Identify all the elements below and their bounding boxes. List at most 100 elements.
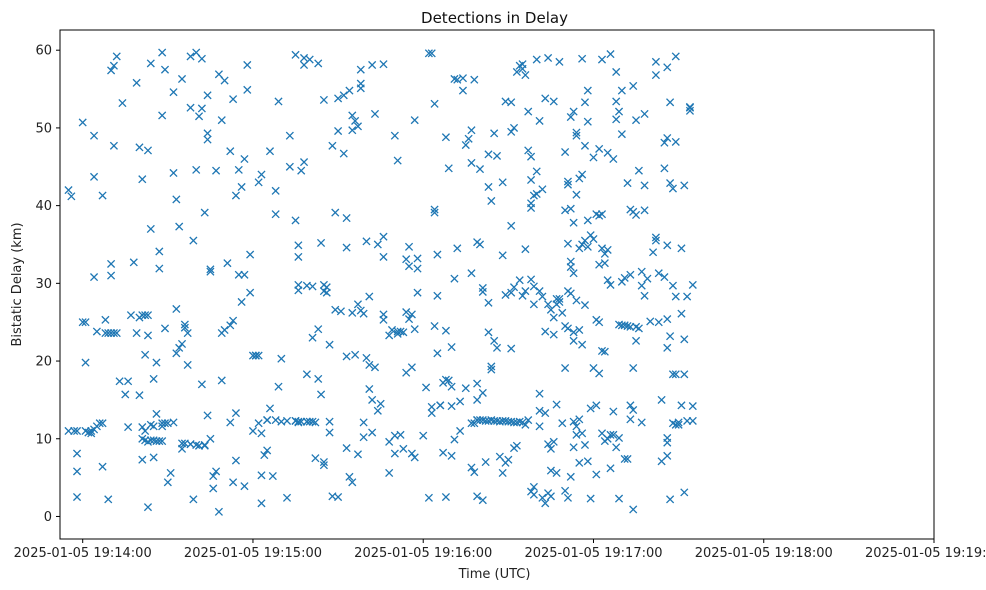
data-point-marker	[172, 349, 181, 358]
data-point-marker	[373, 406, 382, 415]
data-point-marker	[572, 128, 581, 137]
data-point-marker	[509, 283, 519, 292]
data-point-marker	[197, 54, 206, 63]
data-point-marker	[478, 287, 487, 296]
data-point-marker	[569, 336, 578, 345]
data-point-marker	[504, 455, 513, 464]
data-point-marker	[589, 234, 598, 244]
data-point-marker	[532, 55, 541, 64]
y-tick-label: 30	[35, 277, 52, 292]
data-point-marker	[685, 103, 695, 112]
data-point-marker	[265, 147, 275, 156]
data-point-marker	[217, 116, 226, 125]
data-point-marker	[583, 117, 592, 126]
data-point-marker	[558, 308, 567, 317]
data-point-marker	[512, 441, 521, 450]
data-point-marker	[209, 484, 218, 493]
data-point-marker	[612, 67, 621, 77]
data-point-marker	[183, 360, 192, 369]
data-point-marker	[254, 419, 263, 428]
data-point-marker	[561, 206, 570, 215]
data-point-marker	[149, 374, 158, 383]
data-point-marker	[473, 395, 482, 404]
data-point-marker	[640, 291, 649, 300]
data-point-marker	[353, 122, 363, 131]
data-point-marker	[385, 331, 394, 340]
data-point-marker	[368, 60, 377, 70]
data-point-marker	[535, 389, 544, 398]
data-point-marker	[339, 91, 348, 100]
data-point-marker	[552, 468, 561, 478]
data-point-marker	[569, 269, 578, 278]
data-point-marker	[683, 292, 692, 301]
data-point-marker	[81, 318, 90, 327]
data-point-marker	[578, 240, 587, 249]
data-point-marker	[617, 130, 626, 139]
data-point-marker	[98, 419, 107, 428]
data-point-marker	[212, 166, 221, 175]
data-point-marker	[487, 365, 496, 374]
data-point-marker	[549, 97, 558, 106]
x-tick-label: 2025-01-05 19:15:00	[184, 546, 322, 561]
data-point-marker	[447, 382, 456, 391]
data-point-marker	[572, 190, 581, 199]
data-point-marker	[149, 422, 158, 431]
data-point-marker	[629, 505, 638, 514]
data-point-marker	[109, 61, 118, 70]
data-point-marker	[447, 451, 456, 460]
data-point-marker	[558, 419, 567, 428]
data-point-marker	[370, 363, 380, 372]
data-point-marker	[413, 254, 422, 263]
data-point-marker	[203, 91, 212, 100]
x-tick-label: 2025-01-05 19:18:00	[695, 546, 833, 561]
data-point-marker	[532, 189, 541, 199]
data-point-marker	[89, 172, 99, 181]
data-point-marker	[410, 325, 419, 334]
data-point-marker	[175, 222, 184, 231]
data-point-marker	[441, 133, 450, 142]
data-point-marker	[200, 208, 209, 217]
data-point-marker	[143, 331, 153, 340]
data-point-marker	[663, 63, 672, 72]
data-point-marker	[663, 451, 672, 460]
data-point-marker	[549, 437, 558, 446]
data-point-marker	[453, 75, 462, 84]
data-point-marker	[251, 351, 260, 360]
data-point-marker	[546, 466, 555, 475]
data-point-marker	[606, 280, 615, 289]
data-point-marker	[498, 178, 507, 187]
data-point-marker	[623, 179, 632, 188]
data-point-marker	[575, 415, 584, 424]
data-point-marker	[637, 281, 646, 290]
data-point-marker	[362, 353, 371, 362]
data-point-marker	[634, 324, 643, 333]
data-point-marker	[78, 318, 87, 327]
data-point-marker	[339, 149, 348, 158]
data-point-marker	[186, 52, 195, 61]
data-point-marker	[237, 182, 246, 192]
data-point-marker	[441, 375, 450, 384]
data-point-marker	[413, 264, 422, 273]
data-point-marker	[578, 429, 587, 438]
data-point-marker	[561, 147, 570, 157]
data-point-marker	[566, 112, 575, 122]
data-point-marker	[226, 147, 235, 156]
data-point-marker	[524, 107, 533, 116]
data-point-marker	[149, 453, 158, 462]
data-point-marker	[580, 301, 590, 310]
data-point-marker	[663, 133, 672, 143]
data-point-marker	[189, 495, 198, 504]
data-point-marker	[271, 416, 280, 425]
data-point-marker	[561, 363, 570, 373]
data-point-marker	[433, 349, 442, 358]
data-point-marker	[229, 478, 238, 487]
data-point-marker	[177, 444, 187, 453]
data-point-marker	[203, 135, 212, 144]
data-point-marker	[285, 162, 294, 171]
data-point-marker	[671, 52, 680, 61]
data-point-marker	[671, 137, 680, 146]
data-point-marker	[135, 391, 144, 400]
data-point-marker	[334, 94, 343, 103]
data-point-marker	[348, 478, 357, 487]
data-point-marker	[629, 405, 638, 415]
